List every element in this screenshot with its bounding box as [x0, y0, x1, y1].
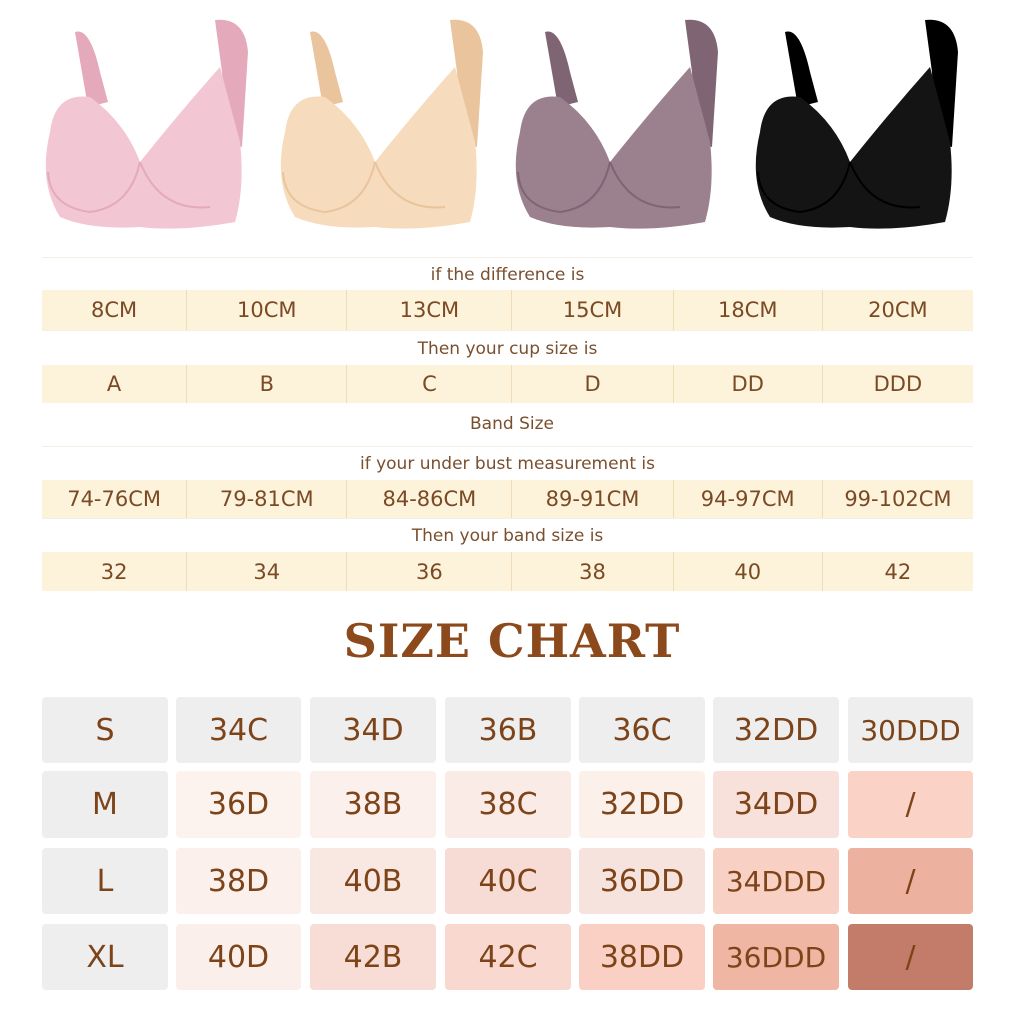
- under-bust-label: if your under bust measurement is: [359, 454, 655, 474]
- measurement-cell: 99-102CM: [844, 487, 952, 511]
- difference-row: 8CM 10CM 13CM 15CM 18CM 20CM: [42, 290, 973, 330]
- band-cell: 34: [187, 552, 348, 591]
- bra-mauve-image: [500, 12, 730, 242]
- measurement-row: 74-76CM 79-81CM 84-86CM 89-91CM 94-97CM 99-10…: [42, 480, 973, 518]
- band-label: Then your band size is: [411, 526, 604, 546]
- band-cell: 36: [347, 552, 513, 591]
- band-cell: 32: [42, 552, 188, 591]
- cup-cell: C: [347, 365, 513, 403]
- size-value-cell: 34DD: [713, 771, 839, 838]
- size-value-cell: 38C: [445, 771, 571, 838]
- size-value-cell: /: [848, 848, 973, 914]
- band-cell: 40: [674, 552, 823, 591]
- size-value-cell: 36C: [579, 697, 705, 763]
- difference-cell: 10CM: [187, 290, 348, 330]
- size-value-cell: 34C: [176, 697, 301, 763]
- bra-pink-image: [30, 12, 260, 242]
- cup-cell: A: [42, 365, 188, 403]
- measurement-cell: 84-86CM: [347, 480, 513, 518]
- measurement-cell: 89-91CM: [512, 480, 674, 518]
- difference-cell: 13CM: [347, 290, 513, 330]
- cup-label: Then your cup size is: [417, 338, 598, 359]
- size-value-cell: /: [848, 924, 973, 990]
- cup-size-table: if the difference is 8CM 10CM 13CM 15CM 18CM…: [42, 257, 973, 403]
- size-value-cell: 40C: [445, 848, 571, 914]
- size-value-cell: 32DD: [713, 697, 839, 763]
- size-value-cell: 40B: [310, 848, 436, 914]
- difference-cell: 20CM: [868, 298, 928, 322]
- size-chart-title: SIZE CHART: [343, 614, 681, 668]
- cup-cell: D: [512, 365, 674, 403]
- band-size-heading: Band Size: [470, 414, 554, 434]
- difference-cell: 8CM: [42, 290, 188, 330]
- size-value-cell: 32DD: [579, 771, 705, 838]
- size-value-cell: 34D: [310, 697, 436, 763]
- size-value-cell: 42B: [310, 924, 436, 990]
- difference-label: if the difference is: [430, 264, 585, 285]
- size-label-cell: M: [42, 771, 168, 838]
- cup-cell: DDD: [873, 372, 923, 396]
- size-value-cell: 38DD: [579, 924, 705, 990]
- cup-cell: B: [187, 365, 348, 403]
- size-value-cell: 30DDD: [848, 697, 973, 763]
- size-value-cell: 36DD: [579, 848, 705, 914]
- size-label-cell: L: [42, 848, 168, 914]
- size-value-cell: 36D: [176, 771, 301, 838]
- measurement-cell: 74-76CM: [42, 480, 188, 518]
- size-value-cell: 38B: [310, 771, 436, 838]
- band-row: 32 34 36 38 40 42: [42, 552, 973, 591]
- measurement-cell: 94-97CM: [674, 480, 823, 518]
- band-cell: 38: [512, 552, 674, 591]
- cup-row: A B C D DD DDD: [42, 365, 973, 403]
- size-value-cell: 40D: [176, 924, 301, 990]
- size-value-cell: /: [848, 771, 973, 838]
- size-label-cell: XL: [42, 924, 168, 990]
- bra-black-image: [740, 12, 970, 242]
- size-value-cell: 38D: [176, 848, 301, 914]
- size-value-cell: 36B: [445, 697, 571, 763]
- difference-cell: 15CM: [512, 290, 674, 330]
- band-cell: 42: [884, 559, 912, 584]
- size-value-cell: 34DDD: [713, 848, 839, 914]
- size-value-cell: 42C: [445, 924, 571, 990]
- difference-cell: 18CM: [674, 290, 823, 330]
- cup-cell: DD: [674, 365, 823, 403]
- size-value-cell: 36DDD: [713, 924, 839, 990]
- bra-beige-image: [265, 12, 495, 242]
- band-size-table: if your under bust measurement is 74-76C…: [42, 446, 973, 591]
- measurement-cell: 79-81CM: [187, 480, 348, 518]
- size-label-cell: S: [42, 697, 168, 763]
